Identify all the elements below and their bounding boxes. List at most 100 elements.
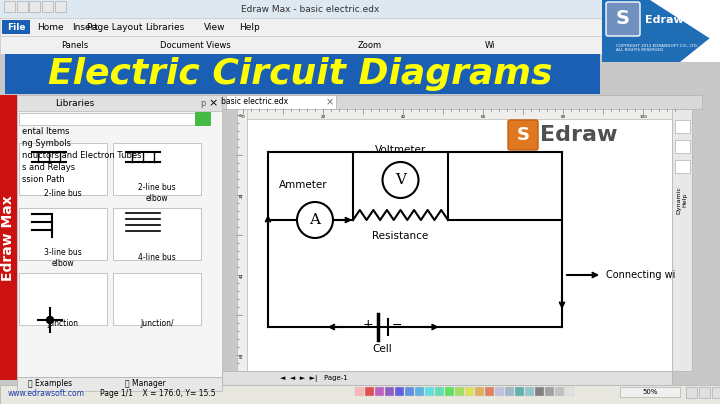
FancyBboxPatch shape xyxy=(395,387,404,396)
Text: basic electric.edx: basic electric.edx xyxy=(222,97,289,107)
FancyBboxPatch shape xyxy=(55,2,66,13)
FancyBboxPatch shape xyxy=(375,387,384,396)
Text: 20: 20 xyxy=(320,115,325,119)
FancyBboxPatch shape xyxy=(247,119,672,371)
Text: 80: 80 xyxy=(560,115,566,119)
FancyBboxPatch shape xyxy=(17,95,222,111)
FancyBboxPatch shape xyxy=(237,109,680,119)
Polygon shape xyxy=(680,30,720,62)
Text: Voltmeter: Voltmeter xyxy=(375,145,426,155)
Text: S: S xyxy=(616,10,630,29)
FancyBboxPatch shape xyxy=(17,95,222,377)
Text: 4-line bus: 4-line bus xyxy=(138,253,176,263)
Text: 60: 60 xyxy=(480,115,485,119)
FancyBboxPatch shape xyxy=(698,387,709,398)
Text: 50%: 50% xyxy=(642,389,658,395)
Text: 2-line bus
elbow: 2-line bus elbow xyxy=(138,183,176,203)
FancyBboxPatch shape xyxy=(17,377,222,391)
Text: ssion Path: ssion Path xyxy=(22,175,65,183)
FancyBboxPatch shape xyxy=(355,387,364,396)
Text: File: File xyxy=(6,23,25,32)
Text: Wi: Wi xyxy=(485,40,495,50)
Text: ng Symbols: ng Symbols xyxy=(22,139,71,147)
Text: 60: 60 xyxy=(240,352,244,358)
FancyBboxPatch shape xyxy=(19,273,107,325)
FancyBboxPatch shape xyxy=(606,2,640,36)
FancyBboxPatch shape xyxy=(222,95,702,109)
Text: 0: 0 xyxy=(240,114,244,116)
FancyBboxPatch shape xyxy=(685,387,696,398)
FancyBboxPatch shape xyxy=(675,160,690,173)
Text: p: p xyxy=(200,99,206,107)
Text: Page 1/1    X = 176.0, Y= 15.5: Page 1/1 X = 176.0, Y= 15.5 xyxy=(100,389,215,398)
FancyBboxPatch shape xyxy=(365,387,374,396)
Text: Page Layout: Page Layout xyxy=(87,23,143,32)
FancyBboxPatch shape xyxy=(435,387,444,396)
Text: s and Relays: s and Relays xyxy=(22,162,75,172)
Text: Panels: Panels xyxy=(61,40,89,50)
FancyBboxPatch shape xyxy=(30,2,40,13)
Text: Home: Home xyxy=(37,23,63,32)
Circle shape xyxy=(47,316,53,324)
Text: Resistance: Resistance xyxy=(372,231,428,241)
Text: Help: Help xyxy=(240,23,261,32)
Text: View: View xyxy=(204,23,226,32)
FancyBboxPatch shape xyxy=(113,273,201,325)
Text: ×: × xyxy=(326,97,334,107)
Text: Junction/: Junction/ xyxy=(140,318,174,328)
Text: Cell: Cell xyxy=(373,344,392,354)
FancyBboxPatch shape xyxy=(19,143,107,195)
Text: Edraw: Edraw xyxy=(540,125,618,145)
Text: Dynamic
Help: Dynamic Help xyxy=(677,186,688,214)
FancyBboxPatch shape xyxy=(515,387,524,396)
Text: Edraw Max: Edraw Max xyxy=(1,195,15,281)
Text: Junction: Junction xyxy=(48,318,78,328)
Text: V: V xyxy=(395,173,406,187)
FancyBboxPatch shape xyxy=(711,387,720,398)
FancyBboxPatch shape xyxy=(4,2,16,13)
Text: Zoom: Zoom xyxy=(358,40,382,50)
Text: 📁 Examples: 📁 Examples xyxy=(28,379,72,389)
FancyBboxPatch shape xyxy=(237,109,247,371)
Text: nductors and Electron Tubes: nductors and Electron Tubes xyxy=(22,151,142,160)
FancyBboxPatch shape xyxy=(425,387,434,396)
FancyBboxPatch shape xyxy=(602,0,720,62)
FancyBboxPatch shape xyxy=(475,387,484,396)
FancyBboxPatch shape xyxy=(19,113,209,125)
Text: 20: 20 xyxy=(240,192,244,198)
Text: ental Items: ental Items xyxy=(22,126,70,135)
FancyBboxPatch shape xyxy=(555,387,564,396)
FancyBboxPatch shape xyxy=(5,54,600,94)
FancyBboxPatch shape xyxy=(495,387,504,396)
Polygon shape xyxy=(650,0,720,45)
FancyBboxPatch shape xyxy=(113,143,201,195)
Text: Libraries: Libraries xyxy=(55,99,94,107)
FancyBboxPatch shape xyxy=(226,95,336,109)
Text: 100: 100 xyxy=(639,115,647,119)
FancyBboxPatch shape xyxy=(455,387,464,396)
Text: Edraw Max: Edraw Max xyxy=(645,15,714,25)
FancyBboxPatch shape xyxy=(195,112,211,126)
FancyBboxPatch shape xyxy=(620,387,680,397)
Text: 3-line bus
elbow: 3-line bus elbow xyxy=(44,248,82,268)
Text: Document Views: Document Views xyxy=(160,40,230,50)
FancyBboxPatch shape xyxy=(222,371,672,385)
Text: S: S xyxy=(516,126,529,144)
Text: Connecting wi: Connecting wi xyxy=(606,270,675,280)
FancyBboxPatch shape xyxy=(0,95,17,380)
FancyBboxPatch shape xyxy=(0,18,620,36)
FancyBboxPatch shape xyxy=(525,387,534,396)
FancyBboxPatch shape xyxy=(113,208,201,260)
FancyBboxPatch shape xyxy=(465,387,474,396)
FancyBboxPatch shape xyxy=(505,387,514,396)
Text: +: + xyxy=(362,318,373,332)
FancyBboxPatch shape xyxy=(0,385,720,404)
FancyBboxPatch shape xyxy=(19,208,107,260)
FancyBboxPatch shape xyxy=(545,387,554,396)
FancyBboxPatch shape xyxy=(672,109,692,371)
FancyBboxPatch shape xyxy=(0,0,720,18)
FancyBboxPatch shape xyxy=(675,120,690,133)
Text: Edraw Max - basic electric.edx: Edraw Max - basic electric.edx xyxy=(240,4,379,13)
Text: A: A xyxy=(310,213,320,227)
Text: Ammeter: Ammeter xyxy=(279,180,328,190)
